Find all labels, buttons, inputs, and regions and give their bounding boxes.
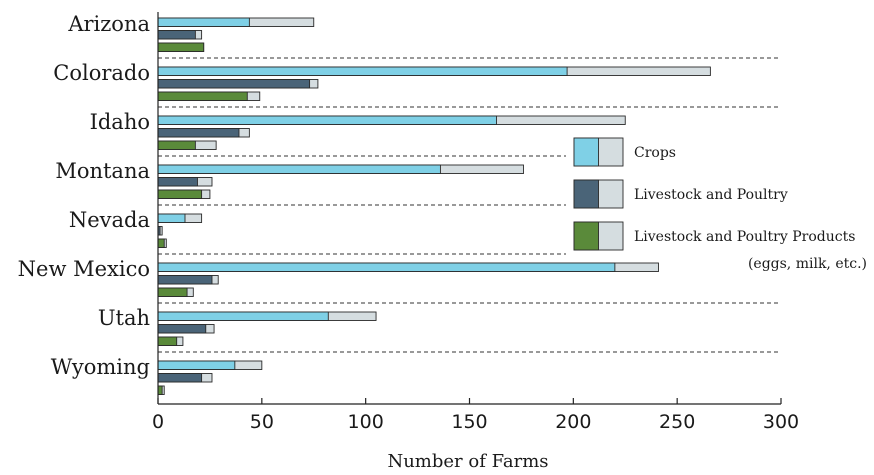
bar-new-mexico-livestock-and-poultry bbox=[157, 275, 213, 285]
x-tick-label-250: 250 bbox=[659, 411, 695, 433]
bar-montana-livestock-and-poultry bbox=[157, 177, 198, 187]
category-label-nevada: Nevada bbox=[69, 208, 150, 232]
bar-utah-livestock-and-poultry-products bbox=[157, 336, 178, 346]
bar-idaho-livestock-and-poultry-products bbox=[157, 140, 196, 150]
legend-label-livestock-and-poultry-products: Livestock and Poultry Products bbox=[634, 229, 855, 245]
bar-arizona-livestock-and-poultry bbox=[157, 30, 196, 40]
group-separators bbox=[158, 57, 781, 353]
bar-colorado-crops bbox=[157, 66, 568, 76]
bar-arizona-livestock-and-poultry-products bbox=[157, 42, 205, 52]
category-label-new-mexico: New Mexico bbox=[18, 257, 150, 281]
bar-utah-livestock-and-poultry bbox=[157, 324, 207, 334]
bar-wyoming-livestock-and-poultry-products bbox=[157, 385, 163, 395]
bar-new-mexico-livestock-and-poultry-products bbox=[157, 287, 188, 297]
bar-utah-crops bbox=[157, 311, 329, 321]
x-tick-label-50: 50 bbox=[250, 411, 274, 433]
x-tick-label-300: 300 bbox=[763, 411, 799, 433]
x-axis: 0 50 100 150 200 250 300 bbox=[152, 12, 799, 433]
category-label-arizona: Arizona bbox=[67, 12, 150, 36]
legend: Crops Livestock and Poultry Livestock and … bbox=[573, 137, 867, 272]
category-label-wyoming: Wyoming bbox=[51, 355, 150, 379]
bar-colorado-livestock-and-poultry bbox=[157, 79, 311, 89]
category-label-montana: Montana bbox=[55, 159, 150, 183]
bar-idaho-crops bbox=[157, 115, 497, 125]
x-tick-label-0: 0 bbox=[152, 411, 164, 433]
x-tick-label-100: 100 bbox=[348, 411, 384, 433]
state-labels: Arizona Colorado Idaho Montana Nevada New Mex… bbox=[18, 12, 150, 379]
bar-nevada-crops bbox=[157, 213, 186, 223]
bar-arizona-crops bbox=[157, 17, 250, 27]
x-tick-label-150: 150 bbox=[451, 411, 487, 433]
bar-idaho-livestock-and-poultry bbox=[157, 128, 240, 138]
category-label-colorado: Colorado bbox=[53, 61, 150, 85]
bar-wyoming-crops bbox=[157, 360, 236, 370]
category-label-utah: Utah bbox=[98, 306, 150, 330]
legend-label-livestock-and-poultry: Livestock and Poultry bbox=[634, 187, 788, 203]
category-label-idaho: Idaho bbox=[90, 110, 150, 134]
bar-montana-crops bbox=[157, 164, 441, 174]
bar-new-mexico-crops bbox=[157, 262, 616, 272]
x-axis-title: Number of Farms bbox=[387, 451, 548, 472]
bar-colorado-livestock-and-poultry-products bbox=[157, 91, 248, 101]
legend-swatch-livestock-and-poultry bbox=[573, 179, 599, 209]
bar-nevada-livestock-and-poultry-products bbox=[157, 238, 165, 248]
bar-montana-livestock-and-poultry-products bbox=[157, 189, 203, 199]
bars bbox=[157, 17, 711, 395]
legend-swatch-livestock-and-poultry-products bbox=[573, 221, 599, 251]
bar-wyoming-livestock-and-poultry bbox=[157, 373, 203, 383]
x-tick-label-200: 200 bbox=[555, 411, 591, 433]
legend-note-livestock-and-poultry-products: (eggs, milk, etc.) bbox=[748, 256, 867, 272]
legend-swatch-crops bbox=[573, 137, 599, 167]
legend-label-crops: Crops bbox=[634, 145, 676, 161]
